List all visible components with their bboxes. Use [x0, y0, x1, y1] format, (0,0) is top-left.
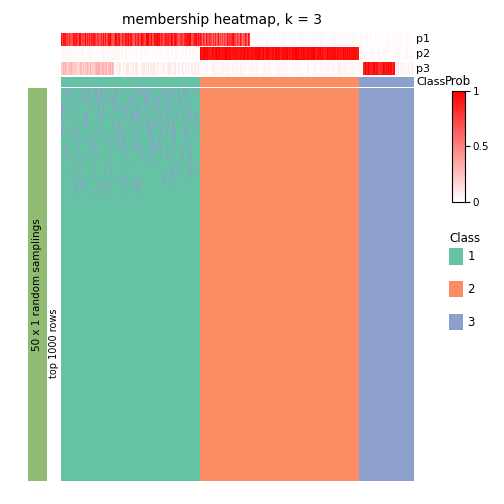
- Title: Prob: Prob: [446, 75, 471, 88]
- Text: p3: p3: [416, 64, 430, 74]
- Text: 1: 1: [467, 250, 475, 263]
- Text: top 1000 rows: top 1000 rows: [49, 309, 59, 379]
- Text: Class: Class: [416, 77, 446, 87]
- Text: p1: p1: [416, 34, 430, 44]
- Text: 2: 2: [467, 283, 475, 296]
- Text: 50 x 1 random samplings: 50 x 1 random samplings: [32, 218, 42, 351]
- Text: 3: 3: [467, 316, 475, 329]
- Text: Class: Class: [449, 232, 480, 245]
- Text: p2: p2: [416, 49, 430, 59]
- Text: membership heatmap, k = 3: membership heatmap, k = 3: [122, 13, 322, 27]
